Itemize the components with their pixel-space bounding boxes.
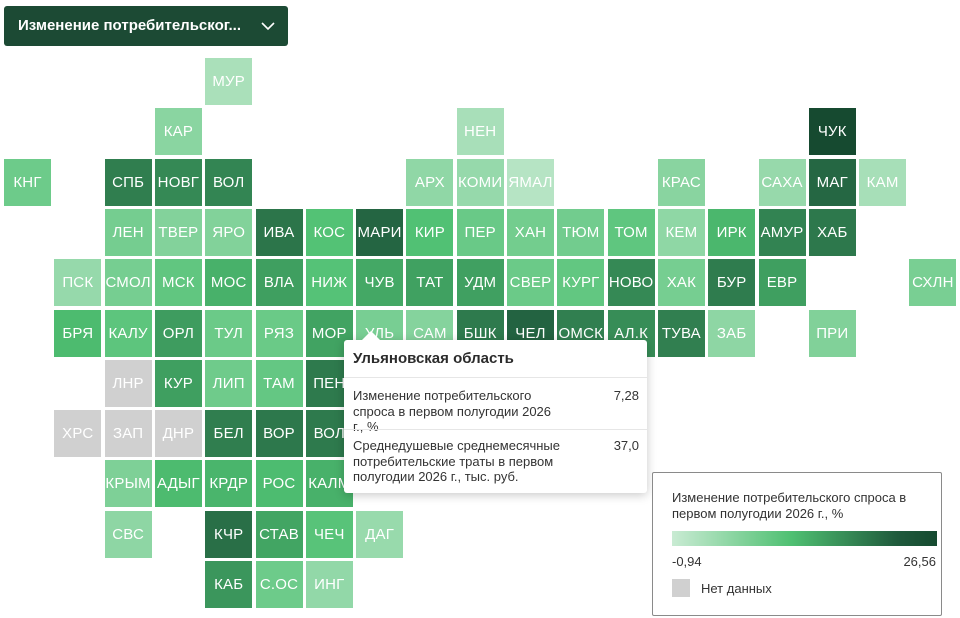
region-tile[interactable]: СВС	[104, 510, 152, 558]
region-tile[interactable]: СВЕР	[507, 259, 554, 307]
region-tile[interactable]: ВОЛ	[205, 158, 253, 206]
legend-title: Изменение потребительского спроса в перв…	[672, 490, 907, 521]
region-tile[interactable]: ЕВР	[758, 259, 806, 307]
tooltip-row-label: Изменение потребительского спроса в перв…	[353, 388, 552, 434]
region-tile[interactable]: САХА	[758, 158, 806, 206]
no-data-swatch	[672, 579, 690, 597]
color-legend: Изменение потребительского спроса в перв…	[652, 472, 942, 616]
region-tile[interactable]: ЛИП	[205, 359, 253, 407]
region-tile[interactable]: СТАВ	[255, 510, 303, 558]
region-tile[interactable]: УДМ	[456, 259, 504, 307]
legend-min-label: -0,94	[672, 554, 702, 569]
region-tile[interactable]: ТВЕР	[154, 208, 202, 256]
indicator-dropdown[interactable]: Изменение потребительског...	[4, 6, 288, 46]
region-tile[interactable]: КОМИ	[456, 158, 504, 206]
region-tile[interactable]: МАРИ	[356, 208, 404, 256]
region-tile[interactable]: ЛНР	[104, 359, 152, 407]
region-tooltip: Ульяновская область Изменение потребител…	[344, 331, 647, 493]
region-tile[interactable]: ЯРО	[205, 208, 253, 256]
region-tile[interactable]: РОС	[255, 460, 303, 508]
region-tile[interactable]: КНГ	[4, 158, 51, 206]
tooltip-title: Ульяновская область	[353, 350, 514, 367]
region-tile[interactable]: КЕМ	[657, 208, 705, 256]
legend-max-label: 26,56	[903, 554, 936, 569]
tooltip-caret	[362, 331, 380, 340]
region-tile[interactable]: ЧУК	[808, 108, 856, 156]
region-tile[interactable]: НОВО	[607, 259, 655, 307]
region-tile[interactable]: ПЕР	[456, 208, 504, 256]
region-tile[interactable]: КРЫМ	[104, 460, 152, 508]
region-tile[interactable]: КАБ	[205, 561, 253, 608]
region-tile[interactable]: НОВГ	[154, 158, 202, 206]
region-tile[interactable]: РЯЗ	[255, 309, 303, 357]
region-tile[interactable]: ИНГ	[305, 561, 353, 608]
region-tile[interactable]: АРХ	[406, 158, 454, 206]
region-tile[interactable]: КОС	[305, 208, 353, 256]
region-tile[interactable]: КАР	[154, 108, 202, 156]
region-tile[interactable]: КАМ	[859, 158, 907, 206]
no-data-label: Нет данных	[701, 581, 772, 596]
region-tile[interactable]: ТАТ	[406, 259, 454, 307]
region-tile[interactable]: НИЖ	[305, 259, 353, 307]
region-tile[interactable]: БРЯ	[54, 309, 102, 357]
region-tile[interactable]: ЛЕН	[104, 208, 152, 256]
region-tile[interactable]: ЧЕЧ	[305, 510, 353, 558]
region-tile[interactable]: БЕЛ	[205, 410, 253, 458]
region-tile[interactable]: НЕН	[456, 108, 504, 156]
region-tile[interactable]: ХАБ	[808, 208, 856, 256]
region-tile[interactable]: ЯМАЛ	[507, 158, 554, 206]
region-tile[interactable]: КРДР	[205, 460, 253, 508]
tooltip-divider	[344, 377, 647, 378]
region-tile[interactable]: ХРС	[54, 410, 102, 458]
region-tile[interactable]: АДЫГ	[154, 460, 202, 508]
tooltip-row-label: Среднедушевые среднемесячные потребитель…	[353, 438, 561, 484]
region-tile[interactable]: МАГ	[808, 158, 856, 206]
region-tile[interactable]: ХАК	[657, 259, 705, 307]
region-tile[interactable]: ХАН	[507, 208, 554, 256]
region-tile[interactable]: СПБ	[104, 158, 152, 206]
region-tile[interactable]: КУРГ	[557, 259, 605, 307]
region-tile[interactable]: ТЮМ	[557, 208, 605, 256]
indicator-dropdown-label: Изменение потребительског...	[18, 17, 241, 34]
region-tile[interactable]: КУР	[154, 359, 202, 407]
region-tile[interactable]: АМУР	[758, 208, 806, 256]
region-tile[interactable]: ОРЛ	[154, 309, 202, 357]
region-tile[interactable]: СХЛН	[909, 259, 957, 307]
region-tile[interactable]: ТАМ	[255, 359, 303, 407]
tooltip-row-value: 7,28	[613, 388, 639, 403]
chevron-down-icon	[261, 22, 275, 31]
region-tile[interactable]: ЧУВ	[356, 259, 404, 307]
region-tile[interactable]: МСК	[154, 259, 202, 307]
region-tile[interactable]: ИРК	[708, 208, 756, 256]
region-tile[interactable]: ДНР	[154, 410, 202, 458]
legend-gradient-bar	[672, 531, 937, 546]
region-tile[interactable]: ПРИ	[808, 309, 856, 357]
region-tile[interactable]: МОС	[205, 259, 253, 307]
tooltip-row-value: 37,0	[613, 438, 639, 453]
region-tile[interactable]: ТУВА	[657, 309, 705, 357]
region-tile[interactable]: КРАС	[657, 158, 705, 206]
region-tile[interactable]: С.ОС	[255, 561, 303, 608]
region-tile[interactable]: ЗАП	[104, 410, 152, 458]
region-tile[interactable]: ПСК	[54, 259, 102, 307]
tooltip-divider	[344, 429, 647, 430]
region-tile[interactable]: ВЛА	[255, 259, 303, 307]
region-tile[interactable]: ТОМ	[607, 208, 655, 256]
region-tile[interactable]: ИВА	[255, 208, 303, 256]
region-tile[interactable]: ЗАБ	[708, 309, 756, 357]
region-tile[interactable]: ВОР	[255, 410, 303, 458]
region-tile[interactable]: КАЛУ	[104, 309, 152, 357]
region-tile[interactable]: БУР	[708, 259, 756, 307]
region-tile[interactable]: КИР	[406, 208, 454, 256]
region-tile[interactable]: ДАГ	[356, 510, 404, 558]
region-tile[interactable]: МУР	[205, 58, 253, 105]
region-tile[interactable]: ТУЛ	[205, 309, 253, 357]
region-tile[interactable]: КЧР	[205, 510, 253, 558]
region-tile[interactable]: СМОЛ	[104, 259, 152, 307]
